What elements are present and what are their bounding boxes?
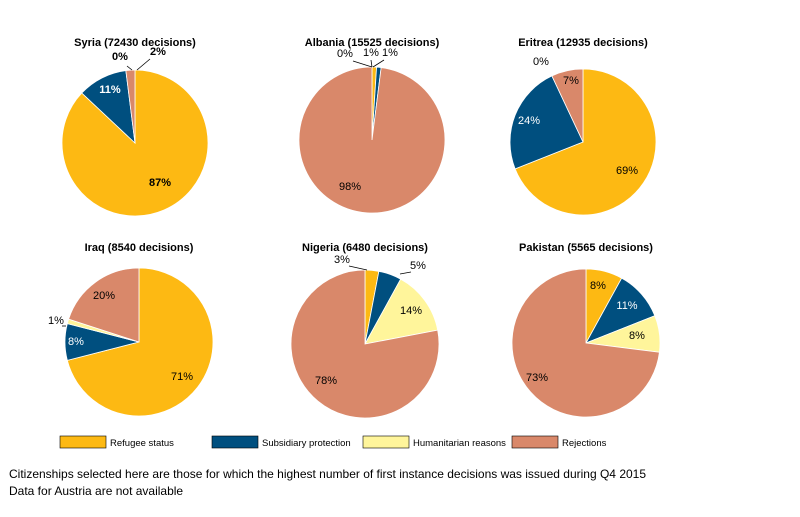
legend-label-rejections: Rejections <box>562 438 607 449</box>
leader-line-syria-rejections <box>136 58 151 71</box>
legend-label-refugee-status: Refugee status <box>110 438 174 449</box>
leader-line-albania-humanitarian-reasons <box>352 60 373 68</box>
data-label-syria-subsidiary-protection: 11% <box>99 84 121 96</box>
data-label-nigeria-rejections: 78% <box>315 375 337 387</box>
pie-title-iraq: Iraq (8540 decisions) <box>85 242 194 254</box>
footnote-austria: Data for Austria are not available <box>9 484 184 498</box>
data-label-syria-humanitarian-reasons: 0% <box>112 51 128 63</box>
pie-slice-iraq-refugee-status <box>66 267 214 417</box>
pie-slice-albania-rejections <box>298 66 446 214</box>
pie-slice-syria-rejections <box>125 69 136 144</box>
leader-line-albania-subsidiary-protection <box>370 59 373 68</box>
data-label-nigeria-humanitarian-reasons: 14% <box>400 305 422 317</box>
data-label-pakistan-subsidiary-protection: 11% <box>616 300 637 312</box>
data-label-pakistan-refugee-status: 8% <box>590 280 606 292</box>
data-label-eritrea-humanitarian-reasons: 0% <box>533 56 549 68</box>
legend-swatch-subsidiary-protection <box>211 435 259 449</box>
data-label-nigeria-subsidiary-protection: 5% <box>410 260 426 272</box>
pie-slice-eritrea-refugee-status <box>514 68 657 216</box>
leader-line-nigeria-subsidiary-protection <box>399 271 412 275</box>
pie-title-albania: Albania (15525 decisions) <box>305 37 440 49</box>
data-label-pakistan-humanitarian-reasons: 8% <box>629 330 645 342</box>
pie-title-pakistan: Pakistan (5565 decisions) <box>519 242 653 254</box>
pie-title-eritrea: Eritrea (12935 decisions) <box>518 37 648 49</box>
pie-slice-nigeria-humanitarian-reasons <box>364 278 439 345</box>
leader-line-albania-refugee-status <box>372 59 385 68</box>
data-label-pakistan-rejections: 73% <box>526 372 548 384</box>
data-label-albania-subsidiary-protection: 1% <box>363 47 379 59</box>
data-label-albania-humanitarian-reasons: 0% <box>337 48 353 60</box>
legend-swatch-humanitarian-reasons <box>362 435 410 449</box>
data-label-syria-rejections: 2% <box>150 46 166 58</box>
leader-line-nigeria-refugee-status <box>348 265 368 271</box>
data-label-eritrea-refugee-status: 69% <box>616 165 638 177</box>
data-label-syria-refugee-status: 87% <box>149 177 171 189</box>
legend-swatch-refugee-status <box>59 435 107 449</box>
legend-label-subsidiary-protection: Subsidiary protection <box>262 438 351 449</box>
pie-title-nigeria: Nigeria (6480 decisions) <box>302 242 428 254</box>
data-label-iraq-subsidiary-protection: 8% <box>68 336 84 348</box>
pie-slice-eritrea-subsidiary-protection <box>509 75 584 170</box>
data-label-albania-rejections: 98% <box>339 181 361 193</box>
legend-label-humanitarian-reasons: Humanitarian reasons <box>413 438 506 449</box>
pie-slice-eritrea-rejections <box>551 68 584 143</box>
pie-slice-pakistan-rejections <box>511 268 660 418</box>
pie-title-syria: Syria (72430 decisions) <box>74 37 196 49</box>
data-label-iraq-rejections: 20% <box>93 290 115 302</box>
data-label-eritrea-rejections: 7% <box>563 75 579 87</box>
legend-swatch-rejections <box>511 435 559 449</box>
data-label-iraq-refugee-status: 71% <box>171 371 193 383</box>
data-label-iraq-humanitarian-reasons: 1% <box>48 315 64 327</box>
data-label-albania-refugee-status: 1% <box>382 47 398 59</box>
pie-slice-iraq-rejections <box>68 267 140 343</box>
data-label-nigeria-refugee-status: 3% <box>334 254 350 266</box>
pie-slice-nigeria-rejections <box>290 269 440 419</box>
data-label-eritrea-subsidiary-protection: 24% <box>518 115 540 127</box>
leader-line-syria-humanitarian-reasons <box>126 65 133 71</box>
footnote-selection: Citizenships selected here are those for… <box>9 467 647 481</box>
